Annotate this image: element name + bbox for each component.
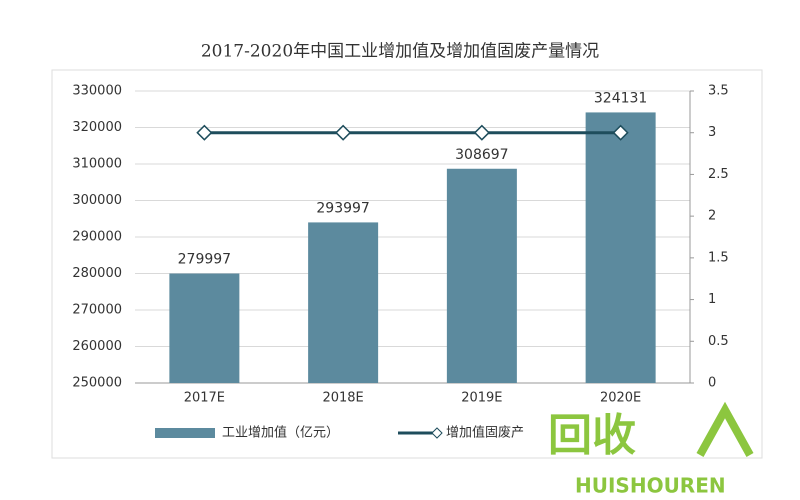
y2-tick-label: 2 [708, 209, 716, 224]
bar [169, 273, 240, 383]
y-tick-label: 320000 [72, 120, 122, 135]
y-tick-label: 260000 [72, 339, 122, 354]
y-tick-label: 330000 [72, 84, 122, 99]
data-label: 293997 [316, 200, 369, 216]
bar [585, 112, 656, 384]
marker [196, 124, 213, 141]
bar [308, 222, 379, 383]
chart-frame [51, 69, 763, 459]
legend-label: 增加值固废产 [446, 425, 524, 441]
y2-tick-label: 2.5 [708, 167, 729, 182]
watermark-icon [696, 401, 754, 457]
y2-tick-label: 0.5 [708, 334, 729, 349]
chart-title: 2017-2020年中国工业增加值及增加值固废产量情况 [201, 42, 599, 62]
y2-tick-label: 3.5 [708, 84, 729, 99]
y2-tick-label: 0 [708, 376, 716, 391]
y-tick-label: 250000 [72, 376, 122, 391]
watermark-subtext: HUISHOUREN [575, 474, 726, 498]
legend-label: 工业增加值（亿元） [222, 425, 339, 441]
y2-tick-label: 1.5 [708, 250, 729, 265]
y2-tick-label: 1 [708, 292, 716, 307]
legend-marker [431, 427, 443, 439]
x-tick-label: 2019E [461, 391, 502, 406]
data-label: 324131 [594, 90, 647, 106]
y-tick-label: 290000 [72, 230, 122, 245]
data-label: 279997 [178, 252, 231, 268]
watermark-shape [696, 401, 754, 457]
marker [473, 124, 490, 141]
legend-swatch [155, 428, 215, 438]
y-tick-label: 270000 [72, 303, 122, 318]
marker [612, 124, 629, 141]
bar [446, 168, 517, 383]
y-tick-label: 300000 [72, 193, 122, 208]
x-tick-label: 2018E [322, 391, 363, 406]
y-tick-label: 280000 [72, 266, 122, 281]
watermark-text: 回收 [548, 410, 636, 461]
y-tick-label: 310000 [72, 157, 122, 172]
y2-tick-label: 3 [708, 125, 716, 140]
data-label: 308697 [455, 147, 508, 163]
x-tick-label: 2020E [600, 391, 641, 406]
marker [335, 124, 352, 141]
x-tick-label: 2017E [184, 391, 225, 406]
